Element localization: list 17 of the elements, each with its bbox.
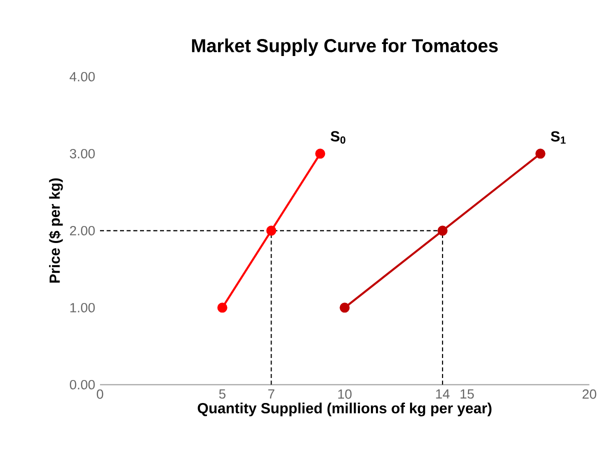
series-label: S$_{1}$ <box>550 131 566 144</box>
x-tick-label: 7 <box>268 389 274 399</box>
x-tick-label: 5 <box>219 389 226 399</box>
y-tick-label: 3.00 <box>70 148 95 158</box>
y-tick-label: 0.00 <box>70 380 95 390</box>
x-tick-label: 20 <box>582 389 596 399</box>
x-tick-label: 14 <box>436 389 450 399</box>
y-tick-label: 1.00 <box>70 302 95 312</box>
x-tick-label: 10 <box>338 389 352 399</box>
x-tick-label: 15 <box>460 389 474 399</box>
y-tick-label: 4.00 <box>70 72 95 82</box>
chart-title: Market Supply Curve for Tomatoes <box>192 38 498 56</box>
y-axis-title: Price ($ per kg) <box>48 178 63 283</box>
x-tick-label: 0 <box>96 389 104 399</box>
y-tick-label: 2.00 <box>70 226 95 236</box>
x-axis-title: Quantity Supplied (millions of kg per year) <box>198 402 492 416</box>
series-label: S$_{0}$ <box>330 131 346 144</box>
